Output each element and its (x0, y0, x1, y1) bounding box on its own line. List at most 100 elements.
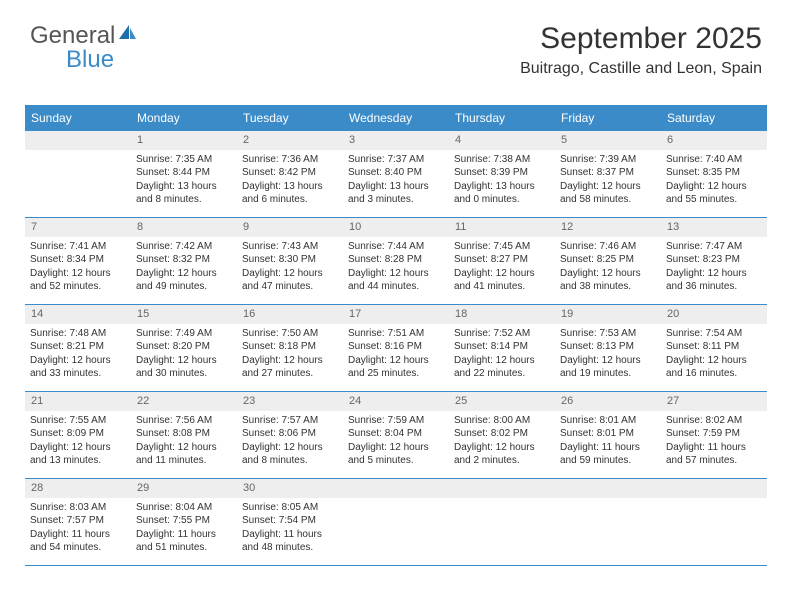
daylight-text: Daylight: 12 hours and 41 minutes. (454, 267, 550, 294)
sunset-text: Sunset: 8:11 PM (666, 340, 762, 354)
calendar-cell: 30Sunrise: 8:05 AMSunset: 7:54 PMDayligh… (237, 479, 343, 565)
weekday-header: Saturday (661, 105, 767, 131)
cell-body: Sunrise: 7:55 AMSunset: 8:09 PMDaylight:… (25, 411, 131, 473)
cell-body: Sunrise: 8:05 AMSunset: 7:54 PMDaylight:… (237, 498, 343, 560)
day-number: 20 (661, 305, 767, 324)
weekday-header: Wednesday (343, 105, 449, 131)
sunrise-text: Sunrise: 7:37 AM (348, 153, 444, 167)
day-number: 30 (237, 479, 343, 498)
day-number: 3 (343, 131, 449, 150)
sunrise-text: Sunrise: 8:00 AM (454, 414, 550, 428)
calendar-cell: 26Sunrise: 8:01 AMSunset: 8:01 PMDayligh… (555, 392, 661, 478)
daylight-text: Daylight: 12 hours and 58 minutes. (560, 180, 656, 207)
calendar-cell (343, 479, 449, 565)
sunset-text: Sunset: 8:40 PM (348, 166, 444, 180)
page-header: September 2025 Buitrago, Castille and Le… (520, 22, 762, 78)
daylight-text: Daylight: 12 hours and 33 minutes. (30, 354, 126, 381)
day-number: 27 (661, 392, 767, 411)
calendar-week-row: 1Sunrise: 7:35 AMSunset: 8:44 PMDaylight… (25, 131, 767, 218)
daylight-text: Daylight: 12 hours and 13 minutes. (30, 441, 126, 468)
day-number: 10 (343, 218, 449, 237)
day-number: 5 (555, 131, 661, 150)
sunrise-text: Sunrise: 7:52 AM (454, 327, 550, 341)
sunset-text: Sunset: 8:13 PM (560, 340, 656, 354)
day-number (25, 131, 131, 150)
calendar-cell: 24Sunrise: 7:59 AMSunset: 8:04 PMDayligh… (343, 392, 449, 478)
day-number: 18 (449, 305, 555, 324)
daylight-text: Daylight: 12 hours and 2 minutes. (454, 441, 550, 468)
cell-body: Sunrise: 7:54 AMSunset: 8:11 PMDaylight:… (661, 324, 767, 386)
daylight-text: Daylight: 13 hours and 6 minutes. (242, 180, 338, 207)
day-number: 19 (555, 305, 661, 324)
sunrise-text: Sunrise: 8:03 AM (30, 501, 126, 515)
month-title: September 2025 (520, 22, 762, 56)
day-number: 15 (131, 305, 237, 324)
day-number: 24 (343, 392, 449, 411)
sunrise-text: Sunrise: 7:54 AM (666, 327, 762, 341)
sunrise-text: Sunrise: 7:46 AM (560, 240, 656, 254)
calendar-cell (25, 131, 131, 217)
sunrise-text: Sunrise: 7:53 AM (560, 327, 656, 341)
weekday-header: Friday (555, 105, 661, 131)
sunset-text: Sunset: 8:18 PM (242, 340, 338, 354)
cell-body: Sunrise: 7:39 AMSunset: 8:37 PMDaylight:… (555, 150, 661, 212)
cell-body: Sunrise: 7:36 AMSunset: 8:42 PMDaylight:… (237, 150, 343, 212)
daylight-text: Daylight: 12 hours and 19 minutes. (560, 354, 656, 381)
sunset-text: Sunset: 7:55 PM (136, 514, 232, 528)
day-number (555, 479, 661, 498)
cell-body: Sunrise: 7:35 AMSunset: 8:44 PMDaylight:… (131, 150, 237, 212)
day-number: 14 (25, 305, 131, 324)
sunrise-text: Sunrise: 7:59 AM (348, 414, 444, 428)
cell-body: Sunrise: 7:51 AMSunset: 8:16 PMDaylight:… (343, 324, 449, 386)
daylight-text: Daylight: 13 hours and 3 minutes. (348, 180, 444, 207)
sunset-text: Sunset: 8:20 PM (136, 340, 232, 354)
cell-body: Sunrise: 7:59 AMSunset: 8:04 PMDaylight:… (343, 411, 449, 473)
daylight-text: Daylight: 12 hours and 5 minutes. (348, 441, 444, 468)
cell-body: Sunrise: 7:42 AMSunset: 8:32 PMDaylight:… (131, 237, 237, 299)
daylight-text: Daylight: 12 hours and 36 minutes. (666, 267, 762, 294)
calendar-cell: 11Sunrise: 7:45 AMSunset: 8:27 PMDayligh… (449, 218, 555, 304)
calendar-cell: 28Sunrise: 8:03 AMSunset: 7:57 PMDayligh… (25, 479, 131, 565)
cell-body: Sunrise: 7:57 AMSunset: 8:06 PMDaylight:… (237, 411, 343, 473)
day-number: 17 (343, 305, 449, 324)
daylight-text: Daylight: 11 hours and 57 minutes. (666, 441, 762, 468)
day-number: 21 (25, 392, 131, 411)
sunrise-text: Sunrise: 7:35 AM (136, 153, 232, 167)
daylight-text: Daylight: 11 hours and 59 minutes. (560, 441, 656, 468)
cell-body: Sunrise: 7:45 AMSunset: 8:27 PMDaylight:… (449, 237, 555, 299)
sunrise-text: Sunrise: 7:45 AM (454, 240, 550, 254)
sunset-text: Sunset: 7:54 PM (242, 514, 338, 528)
weekday-header: Sunday (25, 105, 131, 131)
daylight-text: Daylight: 12 hours and 27 minutes. (242, 354, 338, 381)
cell-body: Sunrise: 8:04 AMSunset: 7:55 PMDaylight:… (131, 498, 237, 560)
calendar-cell: 1Sunrise: 7:35 AMSunset: 8:44 PMDaylight… (131, 131, 237, 217)
daylight-text: Daylight: 11 hours and 51 minutes. (136, 528, 232, 555)
cell-body: Sunrise: 7:50 AMSunset: 8:18 PMDaylight:… (237, 324, 343, 386)
cell-body: Sunrise: 8:02 AMSunset: 7:59 PMDaylight:… (661, 411, 767, 473)
day-number: 9 (237, 218, 343, 237)
sunrise-text: Sunrise: 7:39 AM (560, 153, 656, 167)
sunrise-text: Sunrise: 7:43 AM (242, 240, 338, 254)
sunrise-text: Sunrise: 7:49 AM (136, 327, 232, 341)
day-number: 6 (661, 131, 767, 150)
sunrise-text: Sunrise: 7:51 AM (348, 327, 444, 341)
daylight-text: Daylight: 13 hours and 0 minutes. (454, 180, 550, 207)
calendar-week-row: 21Sunrise: 7:55 AMSunset: 8:09 PMDayligh… (25, 392, 767, 479)
brand-part2: Blue (66, 46, 114, 74)
sunrise-text: Sunrise: 7:42 AM (136, 240, 232, 254)
sunset-text: Sunset: 8:32 PM (136, 253, 232, 267)
calendar-cell: 14Sunrise: 7:48 AMSunset: 8:21 PMDayligh… (25, 305, 131, 391)
calendar-cell: 2Sunrise: 7:36 AMSunset: 8:42 PMDaylight… (237, 131, 343, 217)
sunset-text: Sunset: 8:14 PM (454, 340, 550, 354)
sunset-text: Sunset: 8:25 PM (560, 253, 656, 267)
weekday-header: Thursday (449, 105, 555, 131)
calendar-cell: 7Sunrise: 7:41 AMSunset: 8:34 PMDaylight… (25, 218, 131, 304)
weekday-header-row: Sunday Monday Tuesday Wednesday Thursday… (25, 105, 767, 131)
calendar-cell: 4Sunrise: 7:38 AMSunset: 8:39 PMDaylight… (449, 131, 555, 217)
sunset-text: Sunset: 8:21 PM (30, 340, 126, 354)
calendar-cell: 21Sunrise: 7:55 AMSunset: 8:09 PMDayligh… (25, 392, 131, 478)
cell-body: Sunrise: 8:03 AMSunset: 7:57 PMDaylight:… (25, 498, 131, 560)
calendar-cell: 22Sunrise: 7:56 AMSunset: 8:08 PMDayligh… (131, 392, 237, 478)
sunset-text: Sunset: 8:16 PM (348, 340, 444, 354)
sunset-text: Sunset: 8:08 PM (136, 427, 232, 441)
